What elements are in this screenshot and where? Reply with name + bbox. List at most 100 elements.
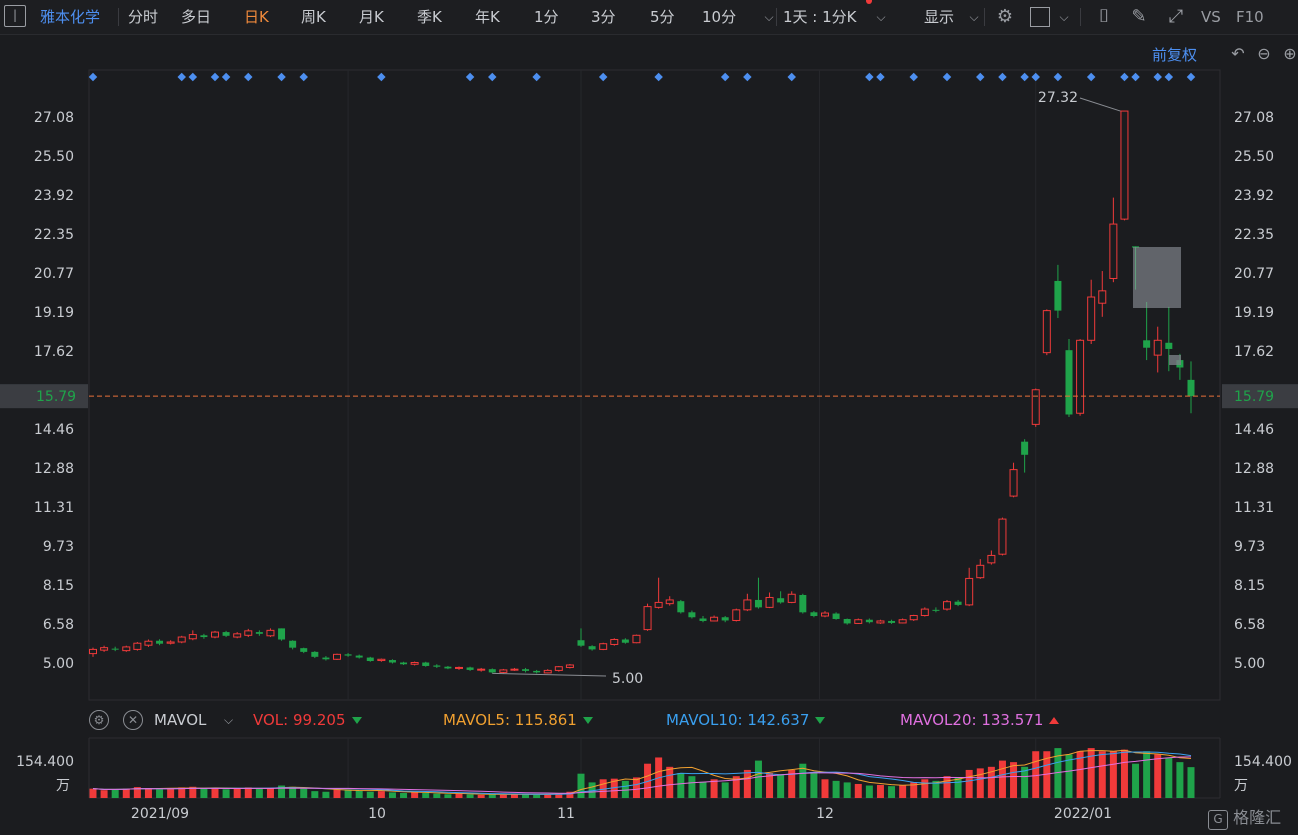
tab-7[interactable]: 1分 — [534, 8, 559, 26]
chevron-down-icon[interactable]: ⌵ — [764, 10, 774, 24]
y-tick-label-left: 27.08 — [34, 110, 74, 126]
gear-icon[interactable]: ⚙ — [89, 710, 109, 730]
low-leader — [492, 672, 607, 677]
volume-bar — [888, 786, 896, 798]
close-icon[interactable]: ✕ — [123, 710, 143, 730]
volume-bar — [477, 794, 485, 798]
chevron-down-icon[interactable]: ⌵ — [969, 10, 979, 24]
candle-body — [533, 670, 541, 673]
event-marker — [1031, 72, 1040, 82]
tab-5[interactable]: 季K — [417, 8, 442, 26]
event-marker — [1164, 72, 1174, 82]
mavol5-label: MAVOL5: — [443, 711, 511, 729]
volume-bar — [1132, 763, 1140, 798]
volume-bar — [322, 791, 330, 798]
square-icon[interactable] — [1030, 7, 1050, 27]
candle-body — [577, 640, 585, 646]
volume-bar — [599, 779, 607, 798]
candle-body — [909, 615, 918, 621]
candle-body — [810, 612, 818, 617]
candle-body — [1042, 310, 1051, 354]
tab-1[interactable]: 多日 — [181, 8, 212, 26]
candle-body — [721, 617, 729, 621]
zoom-in-icon[interactable]: ⊕ — [1283, 44, 1297, 63]
indicator-name[interactable]: MAVOL — [154, 711, 207, 729]
tab-6[interactable]: 年K — [475, 8, 500, 26]
tab-9[interactable]: 5分 — [650, 8, 675, 26]
candle-body — [699, 618, 707, 621]
vs-button[interactable]: VS — [1201, 8, 1221, 26]
undo-icon[interactable]: ↶ — [1231, 44, 1245, 63]
y-tick-label-right: 9.73 — [1234, 539, 1265, 555]
candle-body — [222, 632, 230, 636]
camera-icon[interactable]: ⌷ — [1098, 6, 1110, 27]
chevron-down-icon[interactable]: ⌵ — [876, 10, 886, 24]
multi-period-select[interactable]: 1天 : 1分K — [783, 8, 857, 26]
volume-bar — [666, 766, 674, 798]
tab-10[interactable]: 10分 — [702, 8, 737, 26]
candle-body — [289, 640, 297, 648]
y-tick-label-left: 19.19 — [34, 305, 74, 321]
event-marker — [88, 72, 98, 82]
volume-bar — [499, 794, 507, 798]
chevron-down-icon[interactable]: ⌵ — [224, 713, 234, 727]
candle-body — [954, 601, 962, 605]
volume-bar — [311, 791, 319, 798]
tab-4[interactable]: 月K — [359, 8, 384, 26]
volume-bar — [411, 792, 419, 798]
zoom-out-icon[interactable]: ⊖ — [1257, 44, 1271, 63]
tab-3[interactable]: 周K — [301, 8, 326, 26]
candle-body — [1120, 110, 1129, 220]
volume-bar — [133, 787, 141, 798]
event-marker — [909, 72, 918, 82]
candle-body — [477, 668, 486, 671]
candle-body — [499, 669, 508, 673]
y-tick-label-right: 20.77 — [1234, 266, 1274, 282]
f10-button[interactable]: F10 — [1236, 8, 1264, 26]
high-leader — [1079, 97, 1121, 112]
trend-down-icon — [582, 717, 593, 724]
volume-bar — [1187, 767, 1195, 798]
adjust-mode-button[interactable]: 前复权 — [1152, 46, 1198, 64]
tab-2[interactable]: 日K — [244, 8, 269, 26]
gear-icon[interactable]: ⚙ — [996, 6, 1014, 27]
volume-y-tick-right: 154.400 — [1234, 754, 1292, 770]
volume-bar — [777, 774, 785, 798]
sidebar-toggle-icon[interactable]: | — [4, 5, 26, 27]
candle-body — [444, 666, 452, 669]
candle-body — [543, 669, 552, 674]
event-marker — [598, 72, 608, 82]
volume-bar — [821, 779, 829, 798]
volume-bar — [156, 789, 164, 798]
tab-8[interactable]: 3分 — [591, 8, 616, 26]
event-marker — [1120, 72, 1129, 82]
chevron-down-icon[interactable]: ⌵ — [1059, 10, 1069, 24]
volume-bar — [333, 789, 341, 798]
fullscreen-icon[interactable]: ⤢ — [1168, 6, 1184, 27]
volume-bar — [455, 793, 463, 798]
volume-bar — [244, 787, 252, 798]
volume-bar — [1098, 751, 1106, 798]
stock-name[interactable]: 雅本化学 — [40, 8, 101, 26]
volume-bar — [289, 786, 297, 798]
kline-chart[interactable]: 27.08 27.08 25.50 25.50 23.92 23.92 22.35 22.35… — [0, 34, 1298, 835]
volume-bar — [743, 769, 751, 798]
volume-bar — [710, 779, 718, 798]
y-tick-label-left: 6.58 — [43, 617, 74, 633]
candle-body — [200, 635, 208, 638]
pencil-icon[interactable]: ✎ — [1131, 6, 1147, 27]
current-price-label-left: 15.79 — [36, 389, 76, 405]
volume-bar — [1087, 748, 1095, 798]
candle-body — [1098, 290, 1107, 304]
volume-bar — [799, 763, 807, 798]
candle-body — [266, 629, 275, 637]
volume-bar — [732, 776, 740, 798]
candle-body — [777, 598, 785, 603]
tab-0[interactable]: 分时 — [128, 8, 159, 26]
candle-body — [854, 619, 863, 624]
candle-body — [122, 646, 131, 652]
display-menu[interactable]: 显示 — [924, 8, 955, 26]
y-tick-label-left: 22.35 — [34, 227, 74, 243]
event-marker — [654, 72, 663, 82]
candle-body — [133, 642, 142, 650]
